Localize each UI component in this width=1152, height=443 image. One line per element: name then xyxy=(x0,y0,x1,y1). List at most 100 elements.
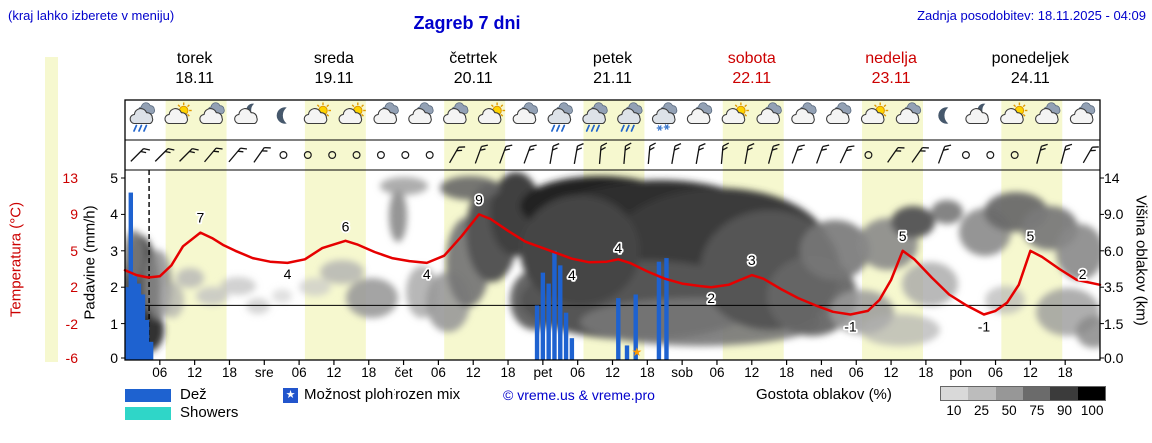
cloud-tick-value: 0.0 xyxy=(1104,350,1124,366)
precip-tick-value: 0 xyxy=(110,350,118,366)
density-tick-value: 100 xyxy=(1080,403,1104,418)
temp-tick-value: 2 xyxy=(70,279,78,296)
x-tick-label: 06 xyxy=(430,365,446,380)
density-swatch xyxy=(1050,387,1078,400)
x-tick-label: 18 xyxy=(500,365,516,380)
frozen-mix-legend-label: Frozen mix xyxy=(386,386,461,403)
wind-barb-icon xyxy=(549,143,560,164)
precip-tick-value: 2 xyxy=(110,279,118,296)
x-tick-label: 12 xyxy=(883,365,899,380)
precip-tick-value: 1 xyxy=(110,315,118,332)
reference-lines xyxy=(125,170,1100,360)
x-tick-label: 06 xyxy=(570,365,586,380)
temperature-value-label: 4 xyxy=(614,240,622,256)
last-update-timestamp: Zadnja posodobitev: 18.11.2025 - 04:09 xyxy=(917,8,1146,23)
temperature-curve xyxy=(123,213,1102,316)
weather-icon-snow xyxy=(651,102,678,131)
wind-barb-icon xyxy=(154,148,175,162)
x-tick-label: 12 xyxy=(604,365,621,380)
wind-barb-icon xyxy=(523,144,537,164)
wind-barb-icon xyxy=(647,142,656,165)
density-swatch xyxy=(968,387,996,400)
wind-calm-icon xyxy=(401,151,410,160)
day-date: 18.11 xyxy=(175,70,215,87)
temperature-value-label: 5 xyxy=(899,228,907,244)
cloud-tick-value: 3.5 xyxy=(1104,279,1124,296)
star-glyph: ★ xyxy=(285,389,296,401)
showers-legend-label: Showers xyxy=(180,404,239,421)
day-date: 21.11 xyxy=(593,70,632,87)
cloud-tick-value: 9.0 xyxy=(1104,206,1124,223)
wind-barb-icon xyxy=(671,143,682,164)
wind-barb-icon xyxy=(1036,143,1048,164)
wind-barb-icon xyxy=(937,144,952,164)
weather-icon-cloud xyxy=(826,102,852,125)
temp-tick-value: -2 xyxy=(65,315,78,332)
weather-icon-cloud xyxy=(1035,102,1061,125)
temp-tick-value: -6 xyxy=(65,350,78,366)
day-date: 22.11 xyxy=(732,70,772,87)
cloud-density-layer xyxy=(125,172,1100,355)
weather-icon-cloud xyxy=(756,102,782,125)
wind-barb-icon xyxy=(253,146,271,163)
day-name: sreda xyxy=(313,50,354,67)
day-date: 20.11 xyxy=(453,70,493,87)
x-tick-label: 06 xyxy=(988,365,1004,380)
day-date: 19.11 xyxy=(314,70,354,87)
wind-barb-icon xyxy=(474,144,488,164)
density-tick-value: 90 xyxy=(1057,403,1073,418)
temperature-value-label: 7 xyxy=(197,210,205,226)
location-hint: (kraj lahko izberete v meniju) xyxy=(8,8,175,23)
weather-icon-cloud xyxy=(895,102,922,125)
wind-calm-icon xyxy=(1010,151,1019,160)
x-tick-label: 12 xyxy=(744,365,760,380)
weather-icon-rain xyxy=(547,102,573,132)
temperature-value-label: 4 xyxy=(284,266,292,282)
wind-barb-icon xyxy=(449,146,466,164)
day-date: 24.11 xyxy=(1010,70,1050,87)
left-accent-strip xyxy=(45,57,58,362)
day-name: četrtek xyxy=(449,50,498,67)
day-date: 23.11 xyxy=(871,70,911,87)
x-tick-label: 06 xyxy=(291,365,307,380)
rain-legend-label: Dež xyxy=(180,386,207,403)
weather-icon-sun-cloud xyxy=(721,102,749,125)
wind-symbols-row xyxy=(130,142,1099,165)
weather-icon-cloud xyxy=(199,102,225,125)
wind-barb-icon xyxy=(598,142,608,165)
x-tick-label: 06 xyxy=(152,365,168,380)
weather-icon-cloud xyxy=(408,102,434,125)
wind-barb-icon xyxy=(911,146,929,163)
temp-tick-value: 13 xyxy=(62,170,78,186)
wind-barb-icon xyxy=(1082,146,1099,164)
wind-calm-icon xyxy=(303,151,312,160)
x-tick-label: sre xyxy=(254,365,274,380)
day-name: torek xyxy=(176,50,213,67)
temperature-value-label: 9 xyxy=(475,191,483,207)
weather-icon-sun-cloud xyxy=(860,102,889,125)
weather-icon-cloud xyxy=(443,102,469,125)
weather-icon-rain xyxy=(617,102,643,132)
wind-barb-icon xyxy=(767,143,780,164)
day-name: ponedeljek xyxy=(991,50,1070,67)
x-tick-label: 06 xyxy=(848,365,864,380)
temperature-value-label: -1 xyxy=(978,319,991,335)
wind-barb-icon xyxy=(744,143,755,164)
weather-icon-cloud xyxy=(373,102,399,125)
showers-legend-swatch xyxy=(125,407,171,420)
x-tick-label: 18 xyxy=(1057,365,1073,380)
wind-barb-icon xyxy=(499,144,513,164)
wind-barb-icon xyxy=(179,148,199,162)
precip-tick-value: 3 xyxy=(110,242,118,259)
copyright-links[interactable]: © vreme.us & vreme.pro xyxy=(503,387,655,403)
x-tick-label: ned xyxy=(810,365,833,380)
x-tick-label: pet xyxy=(533,365,553,380)
weather-icon-rain xyxy=(129,102,155,132)
wind-barb-icon xyxy=(791,144,805,164)
weather-icon-moon-cloud xyxy=(234,103,258,125)
cloud-tick-value: 1.5 xyxy=(1104,315,1124,332)
x-tick-label: sob xyxy=(671,365,694,380)
density-swatch xyxy=(941,387,969,400)
wind-barb-icon xyxy=(573,143,584,164)
